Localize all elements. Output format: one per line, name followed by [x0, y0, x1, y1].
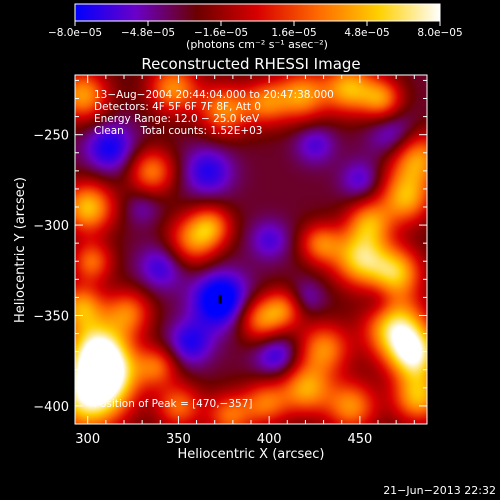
y-tick-label: −350 — [33, 310, 69, 325]
colorbar-units: (photons cm⁻² s⁻¹ asec⁻²) — [186, 38, 328, 51]
x-axis: 300 350 400 450 — [75, 75, 415, 447]
info-line-detectors: Detectors: 4F 5F 6F 7F 8F, Att 0 — [94, 101, 261, 113]
colorbar-tick-label: 1.6e−05 — [271, 27, 316, 39]
x-tick-label: 450 — [347, 432, 372, 447]
y-tick-label: −400 — [33, 400, 69, 415]
render-timestamp: 21−Jun−2013 22:32 — [383, 484, 496, 497]
y-axis-label: Heliocentric Y (arcsec) — [13, 177, 28, 323]
y-axis: −250 −300 −350 −400 — [33, 79, 427, 425]
x-axis-label: Heliocentric X (arcsec) — [178, 447, 325, 462]
x-tick-label: 400 — [257, 432, 282, 447]
colorbar — [74, 3, 441, 22]
y-tick-label: −300 — [33, 219, 69, 234]
colorbar-ticks: −8.0e−05 −4.8e−05 −1.6e−05 1.6e−05 4.8e−05 8.… — [48, 21, 463, 39]
info-block: 13−Aug−2004 20:44:04.000 to 20:47:38.000… — [94, 89, 334, 137]
x-tick-label: 350 — [166, 432, 191, 447]
info-line-clean: Clean Total counts: 1.52E+03 — [94, 125, 263, 137]
colorbar-tick-label: 8.0e−05 — [417, 27, 462, 39]
colorbar-tick-label: −8.0e−05 — [48, 27, 102, 39]
x-tick-label: 300 — [75, 432, 100, 447]
colorbar-tick-label: −4.8e−05 — [121, 27, 175, 39]
peak-marker — [218, 294, 222, 304]
info-line-energy: Energy Range: 12.0 − 25.0 keV — [94, 113, 260, 125]
y-tick-label: −250 — [33, 129, 69, 144]
colorbar-tick-label: 4.8e−05 — [344, 27, 389, 39]
peak-position-label: Position of Peak = [470,−357] — [94, 398, 253, 410]
chart-title: Reconstructed RHESSI Image — [141, 55, 360, 73]
heatmap-image — [75, 75, 427, 424]
info-line-time: 13−Aug−2004 20:44:04.000 to 20:47:38.000 — [94, 89, 334, 101]
colorbar-tick-label: −1.6e−05 — [194, 27, 248, 39]
